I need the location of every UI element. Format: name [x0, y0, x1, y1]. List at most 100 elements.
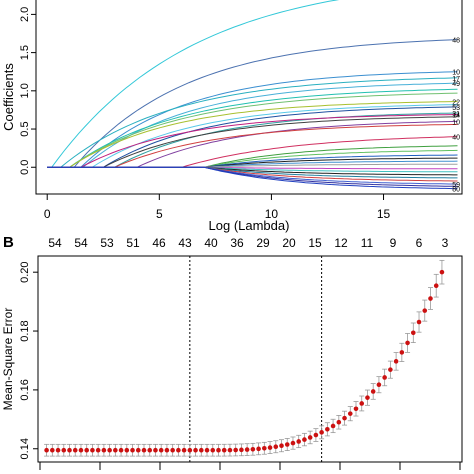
variable-index-label: 31: [452, 111, 460, 118]
mse-point: [347, 411, 353, 416]
mse-point: [55, 447, 61, 453]
variable-index-label: 49: [452, 81, 460, 88]
coefficient-path: [47, 160, 458, 168]
mse-point: [342, 415, 347, 421]
mse-point: [181, 447, 187, 453]
mse-point: [61, 447, 67, 453]
mse-point: [296, 439, 302, 444]
mse-points: [44, 269, 445, 453]
coefficient-path: [47, 92, 458, 168]
coefficient-path: [47, 166, 458, 173]
coefficient-path: [47, 166, 458, 187]
mse-point: [376, 382, 382, 388]
mse-point: [302, 437, 307, 442]
top-axis-count-label: 15: [308, 236, 322, 250]
mse-point: [307, 435, 313, 440]
y-tick-label: 0.14: [19, 438, 31, 459]
coefficient-path: [47, 120, 458, 168]
mse-point: [256, 446, 261, 452]
mse-point: [319, 430, 324, 435]
mse-point: [405, 340, 410, 346]
mse-point: [221, 447, 227, 453]
mse-error-bars: [44, 259, 445, 457]
mse-point: [353, 406, 359, 412]
mse-point: [399, 350, 405, 355]
variable-index-label: 40: [452, 135, 460, 142]
coefficient-path: [47, 104, 458, 168]
y-tick-label: 0.5: [19, 121, 31, 136]
coefficient-path: [47, 82, 458, 168]
mse-point: [84, 447, 90, 453]
mse-point: [44, 447, 49, 453]
coefficient-path-panel: 0.00.51.01.52.0 0 5 10 15 48101749225331141…: [1, 0, 463, 233]
lambda-reference-lines: [189, 256, 323, 462]
mse-point: [439, 269, 445, 275]
coefficient-path: [47, 88, 458, 168]
mse-point: [313, 432, 319, 438]
coefficient-path: [47, 163, 458, 168]
y-tick-label: 2.0: [19, 7, 31, 22]
coefficient-path: [47, 157, 458, 168]
mse-cross-validation-panel: B 54 54 53 51 46 43 40 36 29 20 15 12 11 9 6 3 0.14 0.16…: [1, 234, 463, 470]
mse-point: [107, 447, 112, 453]
mse-point: [359, 401, 365, 406]
mse-point: [365, 395, 370, 400]
mse-point: [216, 447, 221, 453]
mse-point: [267, 445, 273, 450]
x-axis-label-log-lambda: Log (Lambda): [209, 218, 290, 233]
variable-index-label: 59: [452, 182, 460, 189]
variable-index-label: 22: [452, 100, 460, 107]
mse-point: [101, 447, 107, 453]
mse-point: [388, 367, 393, 372]
mse-point: [262, 445, 267, 451]
top-axis-count-label: 20: [282, 236, 296, 250]
mse-point: [416, 319, 422, 325]
mse-point: [393, 359, 399, 364]
variable-index-label: 48: [452, 38, 460, 45]
coefficient-path: [47, 124, 458, 168]
mse-point: [72, 447, 78, 453]
top-axis-count-label: 3: [442, 236, 449, 250]
panel-label-b: B: [3, 234, 14, 251]
variable-index-label: 17: [452, 76, 460, 83]
coefficient-path: [47, 71, 458, 168]
mse-point: [273, 444, 279, 450]
mse-point: [422, 308, 428, 313]
mse-point: [370, 389, 376, 394]
mse-point: [158, 447, 164, 453]
y-tick-label: 0.16: [19, 379, 31, 400]
top-axis-count-label: 6: [416, 236, 423, 250]
top-axis-count-label: 12: [334, 236, 348, 250]
variable-index-label: 53: [452, 105, 460, 112]
coefficient-path: [47, 154, 458, 168]
top-axis-count-label: 54: [48, 236, 62, 250]
variable-index-label: 10: [452, 70, 460, 77]
top-axis-variable-counts: 54 54 53 51 46 43 40 36 29 20 15 12 11 9 6 3: [48, 236, 448, 250]
mse-point: [164, 447, 170, 453]
mse-point: [279, 443, 284, 449]
top-axis-count-label: 36: [230, 236, 244, 250]
variable-index-label: 80: [452, 187, 460, 194]
y-tick-label: 0.18: [19, 320, 31, 341]
mse-point: [141, 447, 147, 453]
top-axis-count-label: 11: [361, 236, 374, 250]
mse-point: [118, 447, 124, 453]
y-tick-label: 1.0: [19, 83, 31, 98]
mse-point: [187, 447, 193, 453]
x-tick-label: 0: [44, 207, 51, 221]
mse-point: [135, 447, 141, 453]
mse-point: [50, 447, 55, 453]
mse-point: [67, 447, 72, 453]
top-axis-count-label: 9: [390, 236, 397, 250]
mse-point: [90, 447, 95, 453]
coefficient-path: [47, 77, 458, 168]
mse-point: [410, 330, 416, 336]
mse-point: [239, 447, 244, 453]
mse-point: [382, 375, 387, 380]
coefficient-path: [47, 116, 458, 168]
mse-point: [153, 447, 158, 453]
coefficient-path: [47, 101, 458, 168]
mse-point: [210, 447, 216, 453]
